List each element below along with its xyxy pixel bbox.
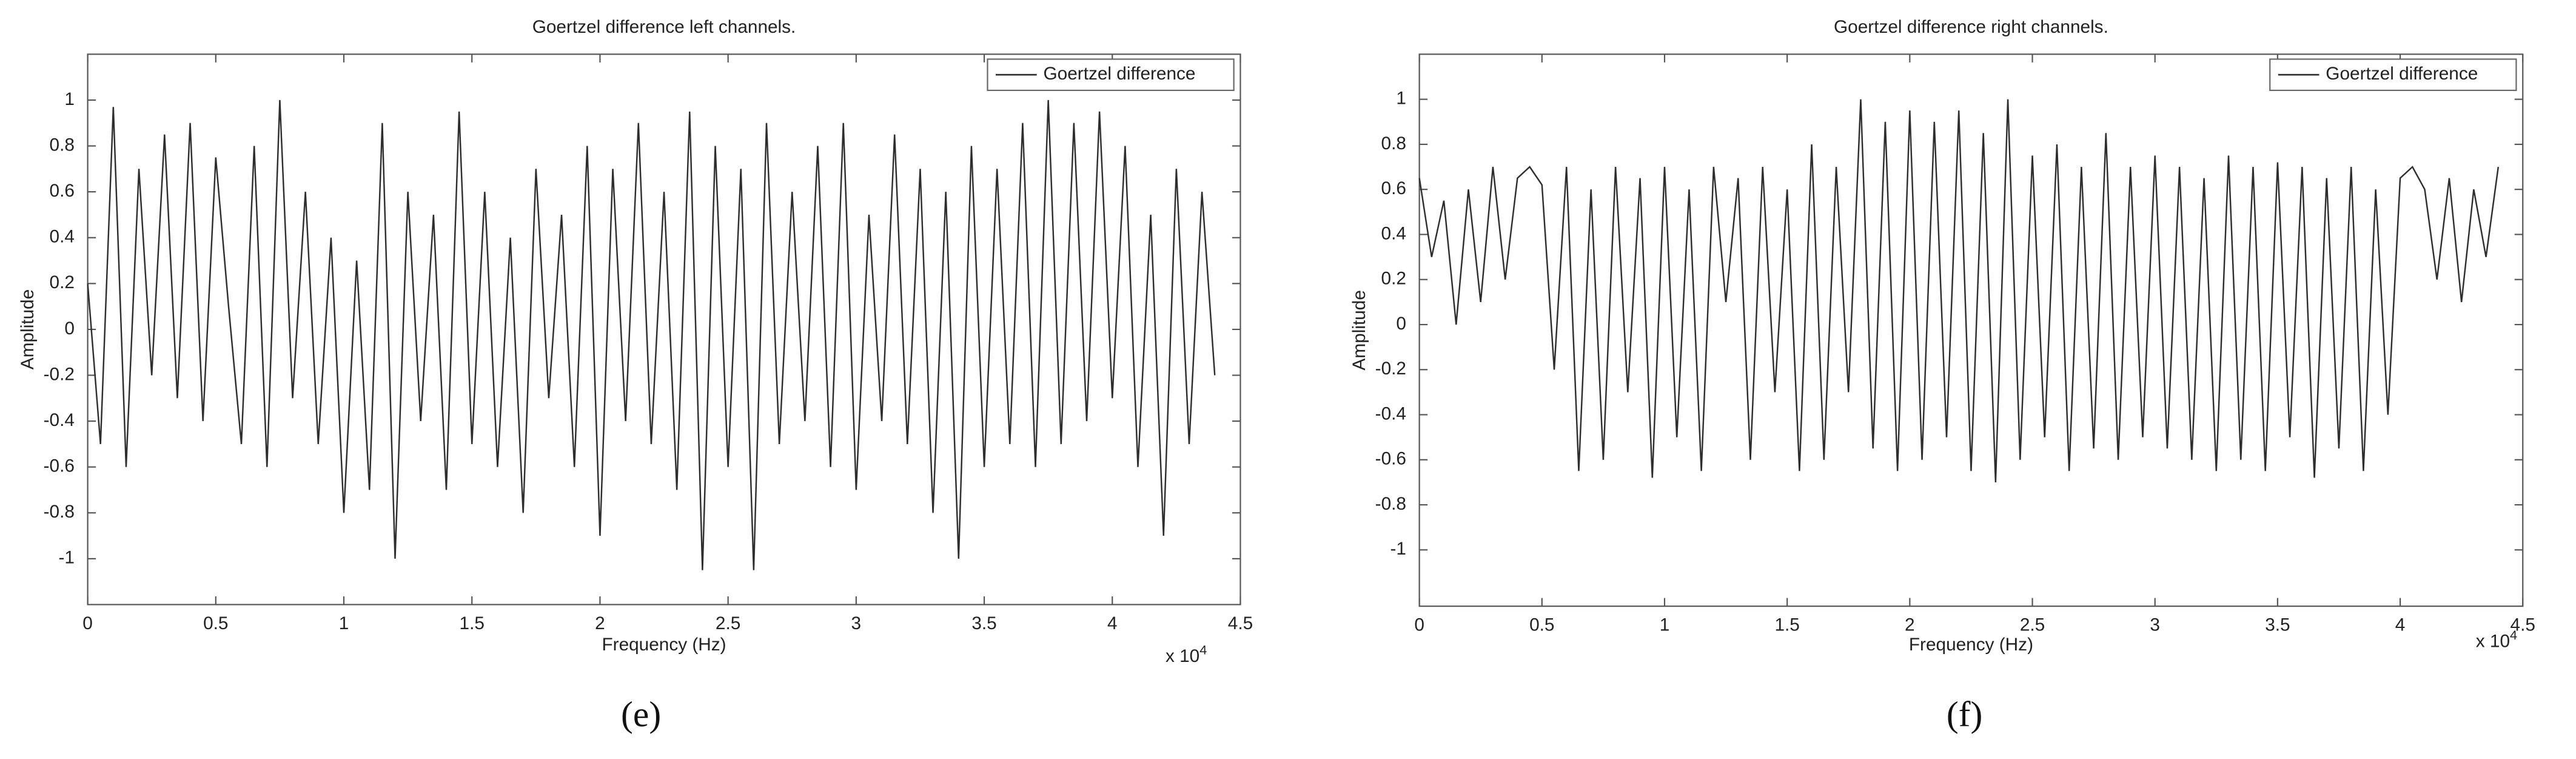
plot-area [87, 53, 1241, 606]
chart-panel: Goertzel difference right channels. 0 0.5 1… [1349, 17, 2535, 734]
x-tick-label: 0.5 [203, 613, 228, 633]
y-axis-label: Amplitude [18, 289, 38, 369]
x-axis-label: Frequency (Hz) [1909, 635, 2033, 655]
y-tick-label: 0.8 [50, 135, 75, 155]
x-tick-label: 3.5 [2265, 615, 2290, 635]
x-tick-label: 2.5 [716, 613, 740, 633]
y-tick-label: -1 [58, 548, 74, 568]
data-line [1418, 99, 2500, 482]
caption: (e) [621, 694, 661, 734]
x-tick-label: 0.5 [1529, 615, 1554, 635]
x-tick-label: 4 [2395, 615, 2406, 635]
y-tick-label: 0.4 [50, 227, 75, 247]
legend-label: Goertzel difference [2326, 64, 2478, 84]
y-tick-label: -1 [1390, 539, 1406, 559]
x-tick-label: 4.5 [2511, 615, 2535, 635]
chart-title: Goertzel difference right channels. [1834, 17, 2108, 37]
y-tick-label: -0.6 [44, 456, 75, 476]
y-tick-label: 0 [1396, 314, 1406, 334]
x-tick-label: 1 [339, 613, 349, 633]
y-tick-label: -0.4 [44, 410, 75, 430]
y-tick-label: 0.8 [1381, 133, 1406, 153]
x-tick-label: 2 [1905, 615, 1915, 635]
x-scale-label: x 104 [2476, 627, 2517, 652]
data-line [87, 100, 1216, 570]
chart-title: Goertzel difference left channels. [532, 17, 796, 37]
y-tick-label: -0.8 [1375, 494, 1406, 514]
y-tick-label: 0 [64, 319, 75, 339]
x-tick-label: 3 [851, 613, 862, 633]
y-tick-label: 1 [1396, 88, 1406, 108]
x-tick-label: 0 [1414, 615, 1424, 635]
plot-area [1418, 53, 2524, 607]
x-tick-label: 3 [2150, 615, 2160, 635]
y-tick-label: 0.6 [50, 181, 75, 201]
x-scale-exponent: 4 [1199, 642, 1207, 657]
x-tick-label: 3.5 [971, 613, 996, 633]
y-tick-label: 0.2 [1381, 269, 1406, 289]
legend-label: Goertzel difference [1044, 64, 1196, 84]
y-tick-label: -0.6 [1375, 449, 1406, 469]
x-scale-base: x 10 [2476, 632, 2510, 652]
chart-panel: Goertzel difference left channels. 0 0.5 1 1… [18, 17, 1253, 734]
y-tick-label: 0.2 [50, 272, 75, 292]
x-tick-label: 1.5 [460, 613, 485, 633]
y-tick-label: -0.2 [1375, 359, 1406, 379]
x-tick-label: 1 [1660, 615, 1670, 635]
x-tick-label: 4 [1107, 613, 1118, 633]
y-tick-label: 0.6 [1381, 178, 1406, 198]
x-tick-label: 2 [595, 613, 605, 633]
x-tick-label: 4.5 [1228, 613, 1253, 633]
x-tick-label: 0 [82, 613, 93, 633]
y-tick-label: -0.4 [1375, 403, 1406, 423]
y-axis-label: Amplitude [1349, 290, 1369, 370]
x-tick-label: 1.5 [1774, 615, 1799, 635]
x-scale-exponent: 4 [2510, 627, 2517, 643]
caption: (f) [1947, 694, 1983, 734]
x-scale-base: x 10 [1166, 646, 1199, 666]
x-axis-label: Frequency (Hz) [602, 635, 726, 655]
y-tick-label: 0.4 [1381, 223, 1406, 243]
y-tick-label: -0.8 [44, 502, 75, 522]
x-tick-label: 2.5 [2020, 615, 2045, 635]
x-scale-label: x 104 [1166, 642, 1207, 666]
y-tick-label: 1 [64, 89, 75, 109]
y-tick-label: -0.2 [44, 364, 75, 384]
